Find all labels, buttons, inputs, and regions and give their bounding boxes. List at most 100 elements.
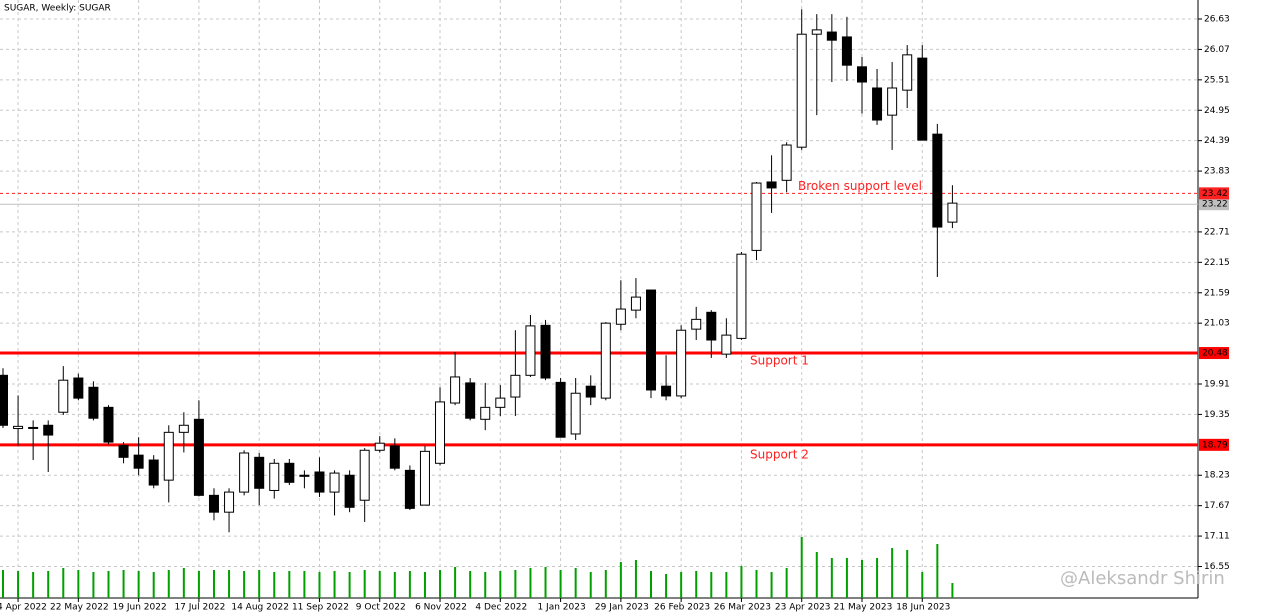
candle-body <box>389 445 400 469</box>
x-tick-label: 6 Nov 2022 <box>415 603 467 613</box>
candle-body <box>646 289 657 391</box>
y-tick-label: 16.55 <box>1204 562 1230 572</box>
y-tick-label: 22.15 <box>1204 258 1230 268</box>
candle-body <box>706 311 717 341</box>
y-tick-label: 18.23 <box>1204 471 1230 481</box>
candle-body <box>570 392 581 435</box>
candle-body <box>691 318 702 330</box>
x-tick-label: 29 Jan 2023 <box>595 603 649 613</box>
candle-body <box>299 474 310 477</box>
y-tick-label: 24.95 <box>1204 106 1230 116</box>
candle-body <box>826 31 837 41</box>
y-tick-label: 19.91 <box>1204 380 1230 390</box>
candle-body <box>811 29 822 35</box>
x-tick-label: 14 Aug 2022 <box>231 603 289 613</box>
candle-body <box>178 424 189 433</box>
chart-title: SUGAR, Weekly: SUGAR <box>4 4 111 14</box>
x-tick-label: 9 Oct 2022 <box>356 603 406 613</box>
candle-body <box>600 322 611 399</box>
candle-body <box>133 454 144 469</box>
candle-body <box>28 426 39 429</box>
candle-body <box>103 406 114 443</box>
candle-body <box>932 133 943 228</box>
candle-body <box>163 431 174 481</box>
candle-body <box>359 449 370 501</box>
candle-body <box>872 87 883 121</box>
candle-body <box>73 377 84 399</box>
candle-body <box>510 374 521 398</box>
candle-body <box>495 397 506 408</box>
price-tag <box>1199 198 1229 211</box>
x-tick-label: 11 Sep 2022 <box>292 603 349 613</box>
candle-body <box>208 494 219 513</box>
candle-body <box>118 444 129 458</box>
candle-body <box>676 329 687 397</box>
price-tag <box>1199 187 1229 200</box>
candle-body <box>856 66 867 83</box>
price-tag-label: 20.48 <box>1202 349 1228 359</box>
price-tag <box>1199 347 1229 360</box>
y-tick-label: 26.07 <box>1204 45 1230 55</box>
candle-body <box>148 459 159 486</box>
level-label: Broken support level <box>798 179 922 193</box>
candle-body <box>404 469 415 509</box>
candle-body <box>43 424 54 436</box>
candle-body <box>615 308 626 325</box>
candle-body <box>435 401 446 464</box>
y-tick-label: 19.35 <box>1204 410 1230 420</box>
watermark: @Aleksandr Shirin <box>1060 568 1225 589</box>
candle-body <box>450 376 461 404</box>
x-tick-label: 18 Jun 2023 <box>896 603 950 613</box>
candle-body <box>736 253 747 339</box>
candle-body <box>239 452 250 493</box>
x-tick-label: 21 May 2023 <box>834 603 893 613</box>
candle-body <box>721 334 732 355</box>
candle-body <box>661 385 672 397</box>
y-tick-label: 17.67 <box>1204 501 1230 511</box>
candle-body <box>751 182 762 251</box>
candle-body <box>88 386 99 419</box>
candle-body <box>796 33 807 148</box>
candle-body <box>480 406 491 420</box>
x-tick-label: 23 Apr 2023 <box>775 603 831 613</box>
x-tick-label: 1 Jan 2023 <box>537 603 585 613</box>
candle-body <box>314 471 325 493</box>
candle-body <box>224 491 235 513</box>
candle-body <box>329 472 340 493</box>
y-tick-label: 21.03 <box>1204 319 1230 329</box>
x-tick-label: 26 Feb 2023 <box>654 603 710 613</box>
y-tick-label: 23.83 <box>1204 167 1230 177</box>
candle-body <box>419 450 430 506</box>
y-tick-label: 24.39 <box>1204 136 1230 146</box>
y-tick-label: 22.71 <box>1204 227 1230 237</box>
x-tick-label: 22 May 2022 <box>50 603 109 613</box>
level-label: Support 2 <box>750 447 809 461</box>
candle-body <box>193 418 204 496</box>
candle-body <box>374 442 385 451</box>
price-tag <box>1199 438 1229 451</box>
candle-body <box>284 462 295 483</box>
x-tick-label: 17 Jul 2022 <box>174 603 225 613</box>
candle-body <box>841 36 852 66</box>
candle-body <box>269 462 280 491</box>
candle-body <box>947 202 958 223</box>
price-tag-label: 23.42 <box>1202 189 1228 199</box>
candle-body <box>781 144 792 181</box>
x-tick-label: 26 Mar 2023 <box>714 603 771 613</box>
candle-body <box>540 324 551 379</box>
candle-body <box>585 385 596 398</box>
candle-body <box>58 379 69 413</box>
candle-body <box>902 54 913 91</box>
x-tick-label: 4 Dec 2022 <box>475 603 527 613</box>
candle-body <box>0 374 8 426</box>
candle-body <box>254 456 265 489</box>
price-tag-label: 18.79 <box>1202 440 1228 450</box>
y-tick-label: 25.51 <box>1204 75 1230 85</box>
candle-body <box>13 425 24 430</box>
candle-body <box>555 381 566 438</box>
level-label: Support 1 <box>750 354 809 368</box>
y-tick-label: 17.11 <box>1204 532 1230 542</box>
x-tick-label: 19 Jun 2022 <box>113 603 167 613</box>
candle-body <box>465 382 476 419</box>
